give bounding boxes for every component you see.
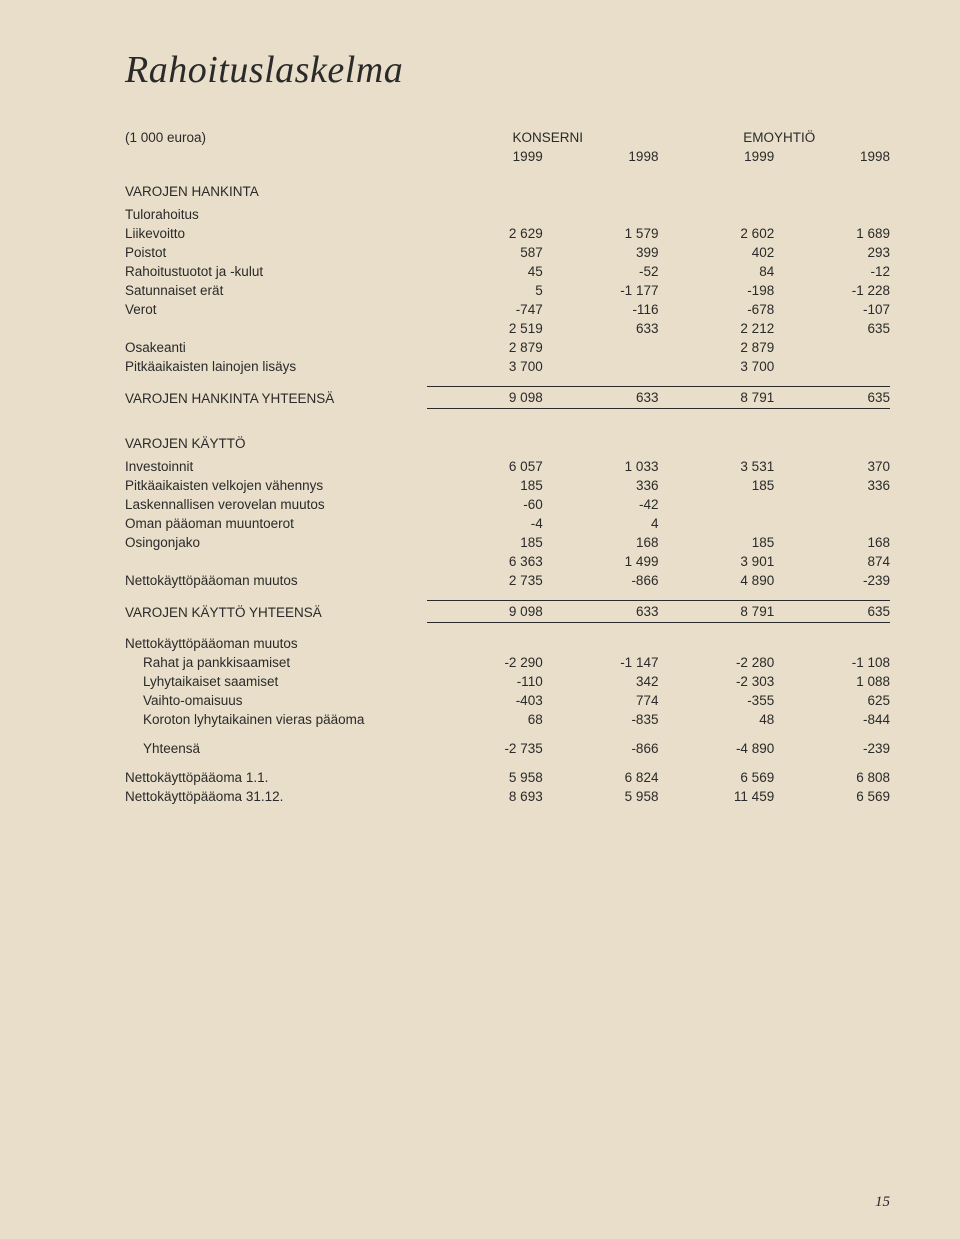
col-group-emoyhtio: EMOYHTIÖ xyxy=(658,128,890,147)
table-row: Laskennallisen verovelan muutos-60-42 xyxy=(125,495,890,514)
table-row: Koroton lyhytaikainen vieras pääoma68-83… xyxy=(125,710,890,729)
table-row: Liikevoitto2 6291 5792 6021 689 xyxy=(125,224,890,243)
table-row: Pitkäaikaisten velkojen vähennys18533618… xyxy=(125,476,890,495)
table-row: Osakeanti2 8792 879 xyxy=(125,338,890,357)
table-row: Lyhytaikaiset saamiset-110342-2 3031 088 xyxy=(125,672,890,691)
table-row: Vaihto-omaisuus-403774-355625 xyxy=(125,691,890,710)
header-year-row: 1999 1998 1999 1998 xyxy=(125,147,890,166)
table-row: Osingonjako185168185168 xyxy=(125,533,890,552)
table-row: Pitkäaikaisten lainojen lisäys3 7003 700 xyxy=(125,357,890,376)
table-row: Tulorahoitus xyxy=(125,205,890,224)
table-row: 2 5196332 212635 xyxy=(125,319,890,338)
table-row: Verot-747-116-678-107 xyxy=(125,300,890,319)
year-1: 1999 xyxy=(427,147,543,166)
table-row: Nettokäyttöpääoma 1.1.5 9586 8246 5696 8… xyxy=(125,768,890,787)
table-row: Satunnaiset erät5-1 177-198-1 228 xyxy=(125,281,890,300)
table-row: Oman pääoman muuntoerot-44 xyxy=(125,514,890,533)
page-number: 15 xyxy=(875,1194,890,1211)
table-row: 6 3631 4993 901874 xyxy=(125,552,890,571)
year-2: 1998 xyxy=(543,147,659,166)
table-row: Nettokäyttöpääoma 31.12.8 6935 95811 459… xyxy=(125,787,890,806)
unit-label: (1 000 euroa) xyxy=(125,128,427,147)
header-group-row: (1 000 euroa) KONSERNI EMOYHTIÖ xyxy=(125,128,890,147)
table-row: Poistot587399402293 xyxy=(125,243,890,262)
table-row: Investoinnit6 0571 0333 531370 xyxy=(125,457,890,476)
col-group-konserni: KONSERNI xyxy=(427,128,659,147)
year-4: 1998 xyxy=(774,147,890,166)
table-row: Rahat ja pankkisaamiset-2 290-1 147-2 28… xyxy=(125,653,890,672)
page-title: Rahoituslaskelma xyxy=(125,48,890,92)
section-title: VAROJEN HANKINTA xyxy=(125,166,427,205)
table-row: Rahoitustuotot ja -kulut45-5284-12 xyxy=(125,262,890,281)
total-row: VAROJEN HANKINTA YHTEENSÄ9 0986338 79163… xyxy=(125,386,890,408)
table-row: Yhteensä-2 735-866-4 890-239 xyxy=(125,739,890,758)
subsection-title: Nettokäyttöpääoman muutos xyxy=(125,622,427,653)
section-title: VAROJEN KÄYTTÖ xyxy=(125,418,427,457)
table-row: Nettokäyttöpääoman muutos2 735-8664 890-… xyxy=(125,571,890,590)
financial-table: (1 000 euroa) KONSERNI EMOYHTIÖ 1999 199… xyxy=(125,128,890,806)
total-row: VAROJEN KÄYTTÖ YHTEENSÄ9 0986338 791635 xyxy=(125,600,890,622)
year-3: 1999 xyxy=(658,147,774,166)
